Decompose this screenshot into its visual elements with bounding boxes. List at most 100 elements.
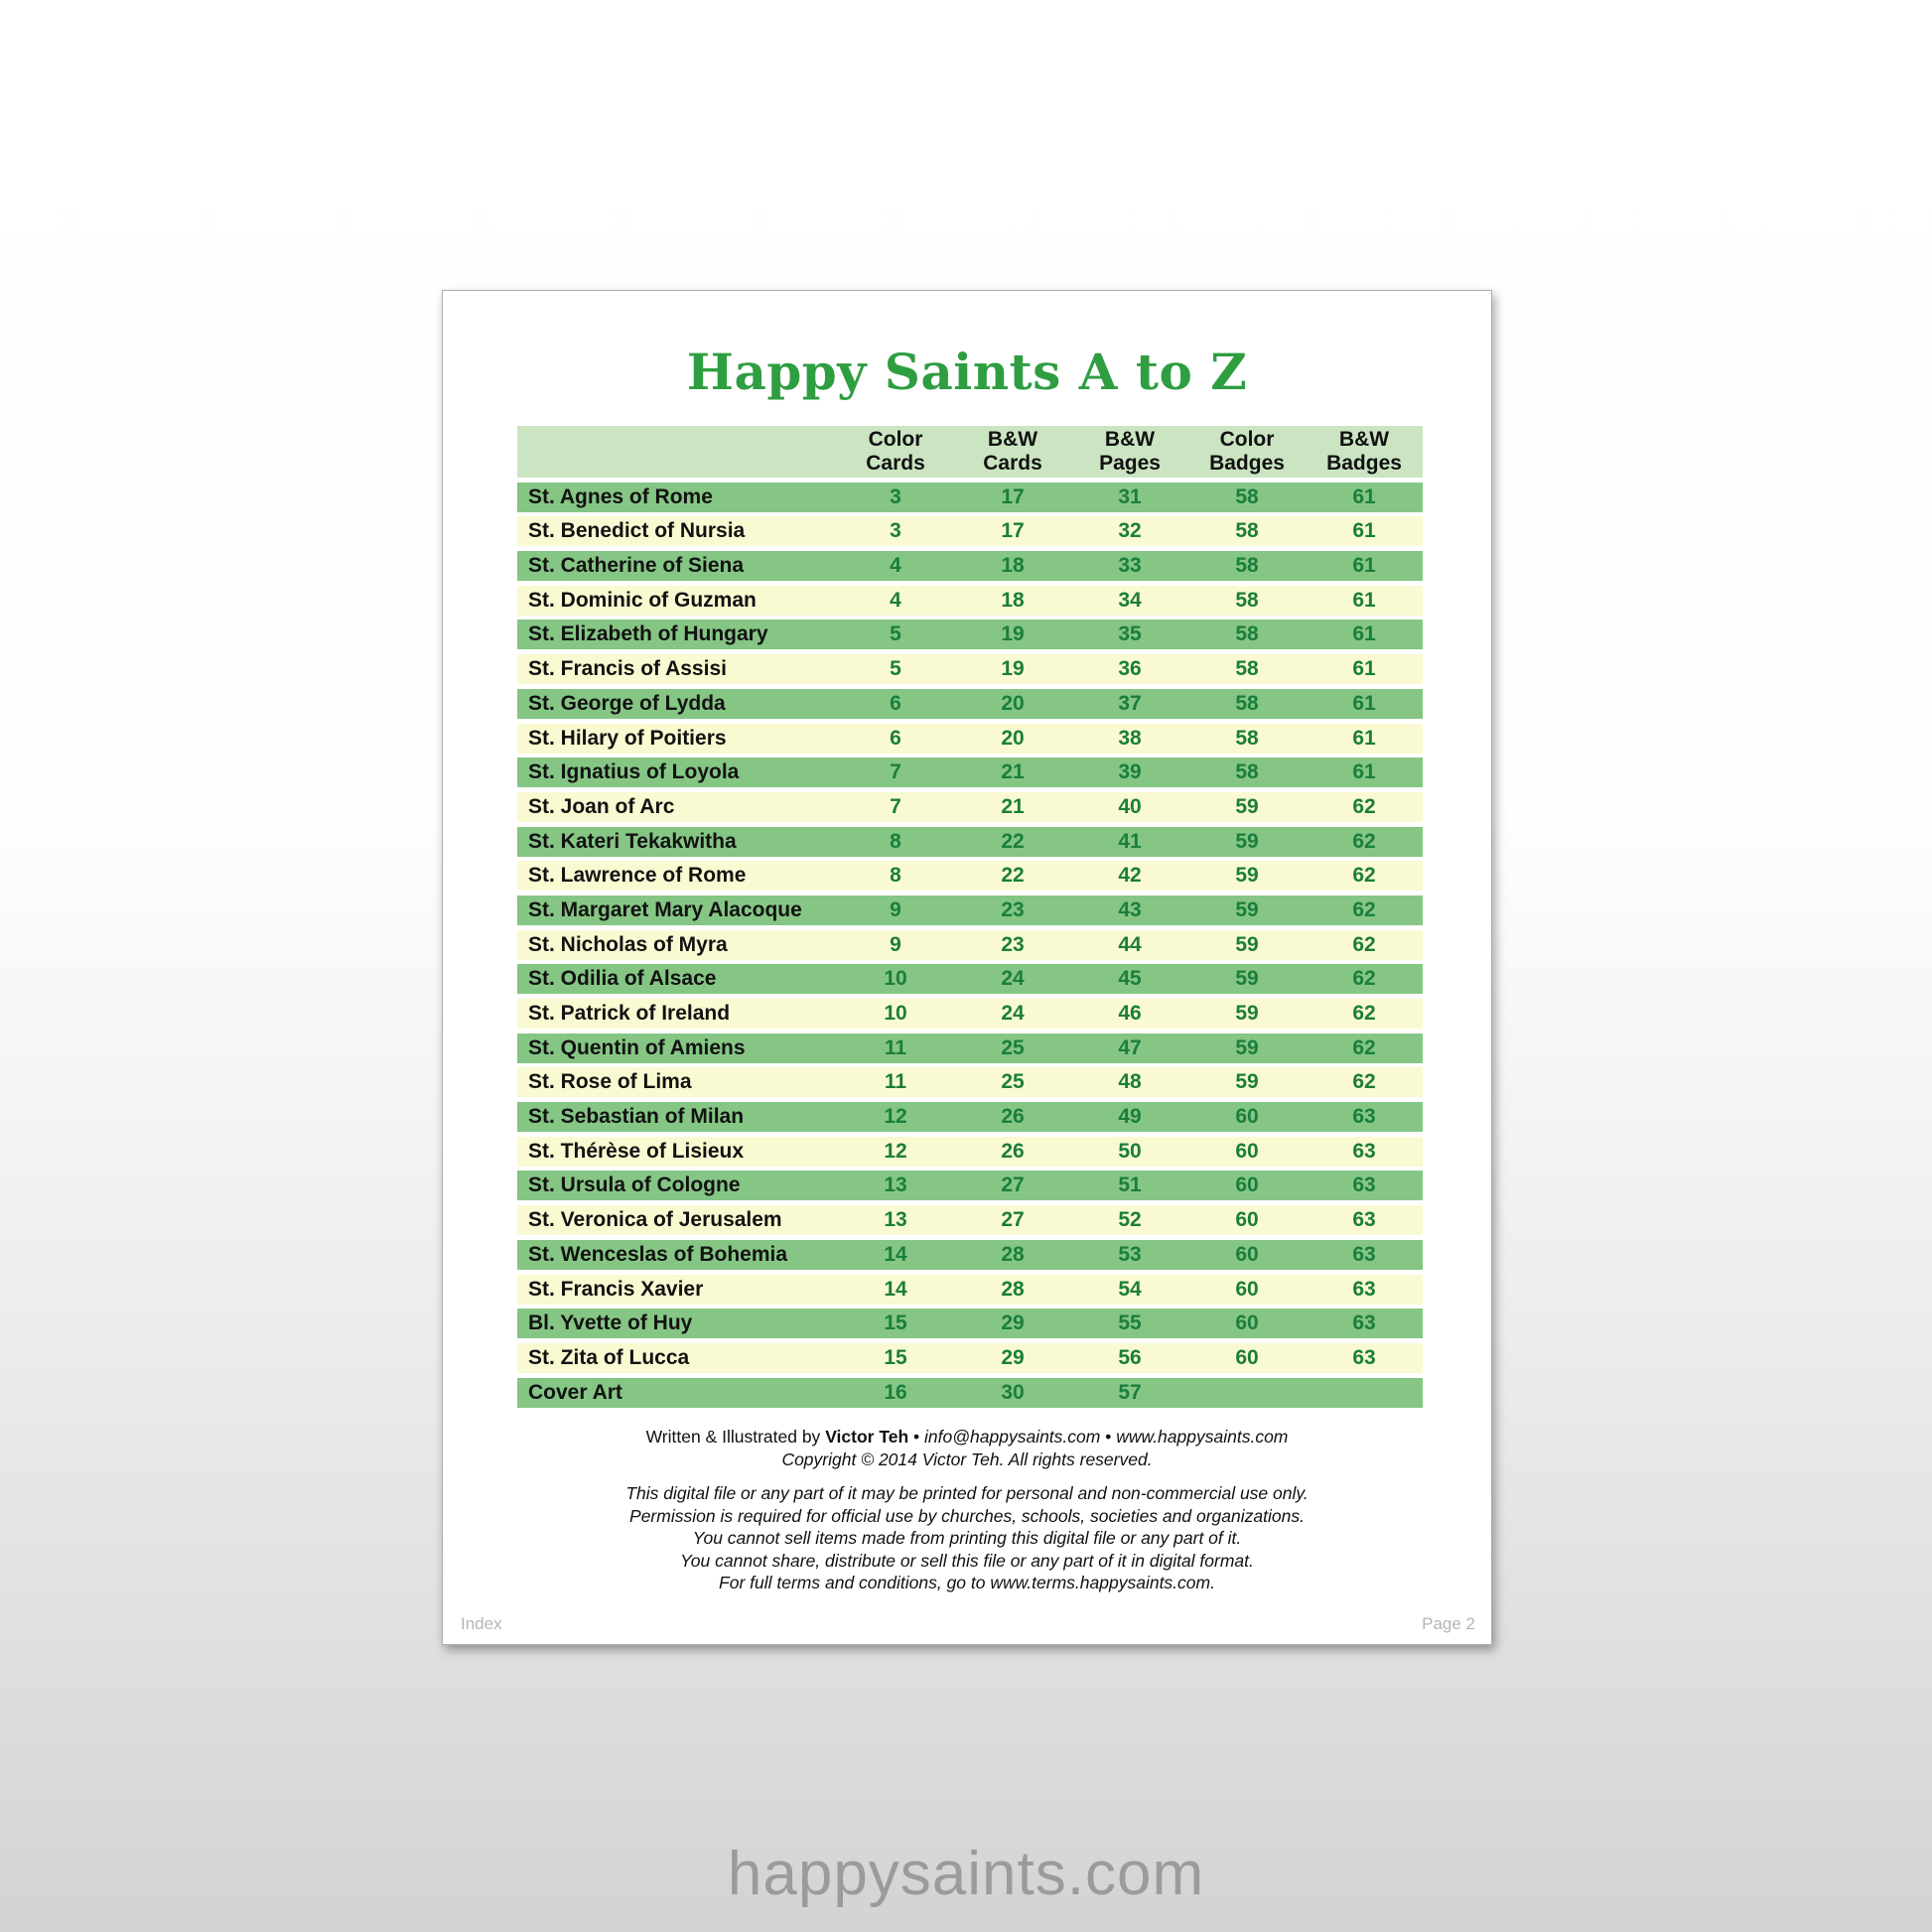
credit-line: Written & Illustrated by Victor Teh • in…: [443, 1426, 1491, 1449]
page-number-cell: 52: [1118, 1208, 1142, 1232]
page-number-cell: 11: [884, 1070, 907, 1094]
saint-name: St. Joan of Arc: [528, 794, 675, 818]
terms-block: This digital file or any part of it may …: [443, 1482, 1491, 1594]
table-row: St. Rose of Lima 11 25 48 59 62: [517, 1067, 1423, 1098]
table-row: Bl. Yvette of Huy 15 29 55 60 63: [517, 1309, 1423, 1339]
saint-name: St. Margaret Mary Alacoque: [528, 897, 802, 921]
page-number-cell: 20: [1001, 691, 1025, 715]
page-number-cell: 10: [884, 967, 907, 991]
page-number-cell: 19: [1001, 657, 1025, 681]
page-number-cell: 14: [884, 1242, 907, 1266]
page-number-cell: 60: [1235, 1208, 1259, 1232]
saint-name: St. Wenceslas of Bohemia: [528, 1242, 788, 1266]
saint-name: St. Francis Xavier: [528, 1277, 704, 1301]
page-number-cell: 58: [1235, 484, 1259, 508]
page-number-cell: 35: [1118, 622, 1142, 646]
page-number-cell: 8: [890, 864, 901, 888]
page-number-cell: 50: [1118, 1139, 1142, 1163]
table-row: St. Dominic of Guzman 4 18 34 58 61: [517, 585, 1423, 616]
table-row: St. Lawrence of Rome 8 22 42 59 62: [517, 861, 1423, 892]
page-number-cell: 61: [1352, 726, 1376, 750]
page-number-cell: 58: [1235, 657, 1259, 681]
page-number-cell: 61: [1352, 760, 1376, 784]
page-number-cell: 60: [1235, 1173, 1259, 1197]
page-number-cell: 24: [1001, 1002, 1025, 1025]
saint-name: St. Zita of Lucca: [528, 1345, 690, 1369]
page-number-cell: 13: [884, 1208, 907, 1232]
page-number-cell: 20: [1001, 726, 1025, 750]
page-number-cell: 8: [890, 829, 901, 853]
page-number-cell: 5: [890, 622, 901, 646]
page-number-cell: 40: [1118, 794, 1142, 818]
page-number-cell: 47: [1118, 1035, 1142, 1059]
page-number-cell: 18: [1001, 554, 1025, 578]
page-number-cell: 17: [1001, 519, 1025, 543]
credit-website: www.happysaints.com: [1116, 1427, 1289, 1447]
page-number-cell: 58: [1235, 760, 1259, 784]
copyright-line: Copyright © 2014 Victor Teh. All rights …: [781, 1449, 1153, 1469]
page-number-cell: 4: [890, 554, 901, 578]
saint-name: St. Odilia of Alsace: [528, 967, 717, 991]
table-row: St. Hilary of Poitiers 6 20 38 58 61: [517, 723, 1423, 754]
page-number-cell: 62: [1352, 932, 1376, 956]
page-number-cell: 59: [1235, 864, 1259, 888]
page-number-cell: 62: [1352, 794, 1376, 818]
saint-name: St. Sebastian of Milan: [528, 1105, 745, 1129]
page-number-cell: 62: [1352, 897, 1376, 921]
column-header: B&W Badges: [1326, 428, 1402, 475]
page-footer: Index Page 2: [461, 1614, 1475, 1634]
page-number-cell: 53: [1118, 1242, 1142, 1266]
page-number-cell: 26: [1001, 1105, 1025, 1129]
table-row: St. Kateri Tekakwitha 8 22 41 59 62: [517, 826, 1423, 857]
page-number-cell: 61: [1352, 519, 1376, 543]
page-number-cell: 36: [1118, 657, 1142, 681]
table-row: St. Veronica of Jerusalem 13 27 52 60 63: [517, 1205, 1423, 1236]
page-number-cell: 9: [890, 932, 901, 956]
page-number-cell: 17: [1001, 484, 1025, 508]
page-number-cell: 42: [1118, 864, 1142, 888]
page-number-cell: 7: [890, 760, 901, 784]
page-number-cell: 25: [1001, 1035, 1025, 1059]
saint-name: St. Kateri Tekakwitha: [528, 829, 737, 853]
saint-name: St. Quentin of Amiens: [528, 1035, 746, 1059]
document-page: Happy Saints A to Z Color Cards B&W Cards B&…: [442, 290, 1492, 1645]
credit-separator: •: [913, 1427, 920, 1447]
page-number-cell: 63: [1352, 1242, 1376, 1266]
page-number-cell: 12: [884, 1105, 907, 1129]
page-number-cell: 58: [1235, 554, 1259, 578]
page-number-cell: 3: [890, 484, 901, 508]
page-number-cell: 26: [1001, 1139, 1025, 1163]
page-number-cell: 59: [1235, 967, 1259, 991]
credit-written-by: Written & Illustrated by: [645, 1427, 821, 1447]
page-number-cell: 61: [1352, 588, 1376, 612]
page-number-cell: 58: [1235, 519, 1259, 543]
page-number-cell: 60: [1235, 1345, 1259, 1369]
page-number-cell: 21: [1001, 794, 1025, 818]
saint-name: St. Thérèse of Lisieux: [528, 1139, 745, 1163]
table-row: St. Ursula of Cologne 13 27 51 60 63: [517, 1171, 1423, 1201]
table-row: St. Margaret Mary Alacoque 9 23 43 59 62: [517, 895, 1423, 925]
page-number-cell: 37: [1118, 691, 1142, 715]
page-number-cell: 28: [1001, 1277, 1025, 1301]
page-number-cell: 21: [1001, 760, 1025, 784]
table-row: St. Wenceslas of Bohemia 14 28 53 60 63: [517, 1239, 1423, 1270]
page-number-cell: 63: [1352, 1311, 1376, 1335]
saint-name: St. Patrick of Ireland: [528, 1002, 731, 1025]
page-number-cell: 61: [1352, 622, 1376, 646]
page-number-cell: 61: [1352, 691, 1376, 715]
page-number-cell: 59: [1235, 794, 1259, 818]
page-number-cell: 31: [1118, 484, 1142, 508]
footer-page-number: Page 2: [1422, 1614, 1475, 1633]
page-title: Happy Saints A to Z: [686, 343, 1248, 401]
page-number-cell: 34: [1118, 588, 1142, 612]
page-number-cell: 62: [1352, 1035, 1376, 1059]
page-number-cell: 55: [1118, 1311, 1142, 1335]
table-row: St. Thérèse of Lisieux 12 26 50 60 63: [517, 1136, 1423, 1167]
page-number-cell: 62: [1352, 1070, 1376, 1094]
saint-name: St. Catherine of Siena: [528, 554, 745, 578]
table-row: St. Francis of Assisi 5 19 36 58 61: [517, 654, 1423, 685]
saint-name: St. Ursula of Cologne: [528, 1173, 741, 1197]
saint-name: St. Dominic of Guzman: [528, 588, 757, 612]
saint-name: St. Ignatius of Loyola: [528, 760, 740, 784]
table-row: St. Zita of Lucca 15 29 56 60 63: [517, 1342, 1423, 1373]
